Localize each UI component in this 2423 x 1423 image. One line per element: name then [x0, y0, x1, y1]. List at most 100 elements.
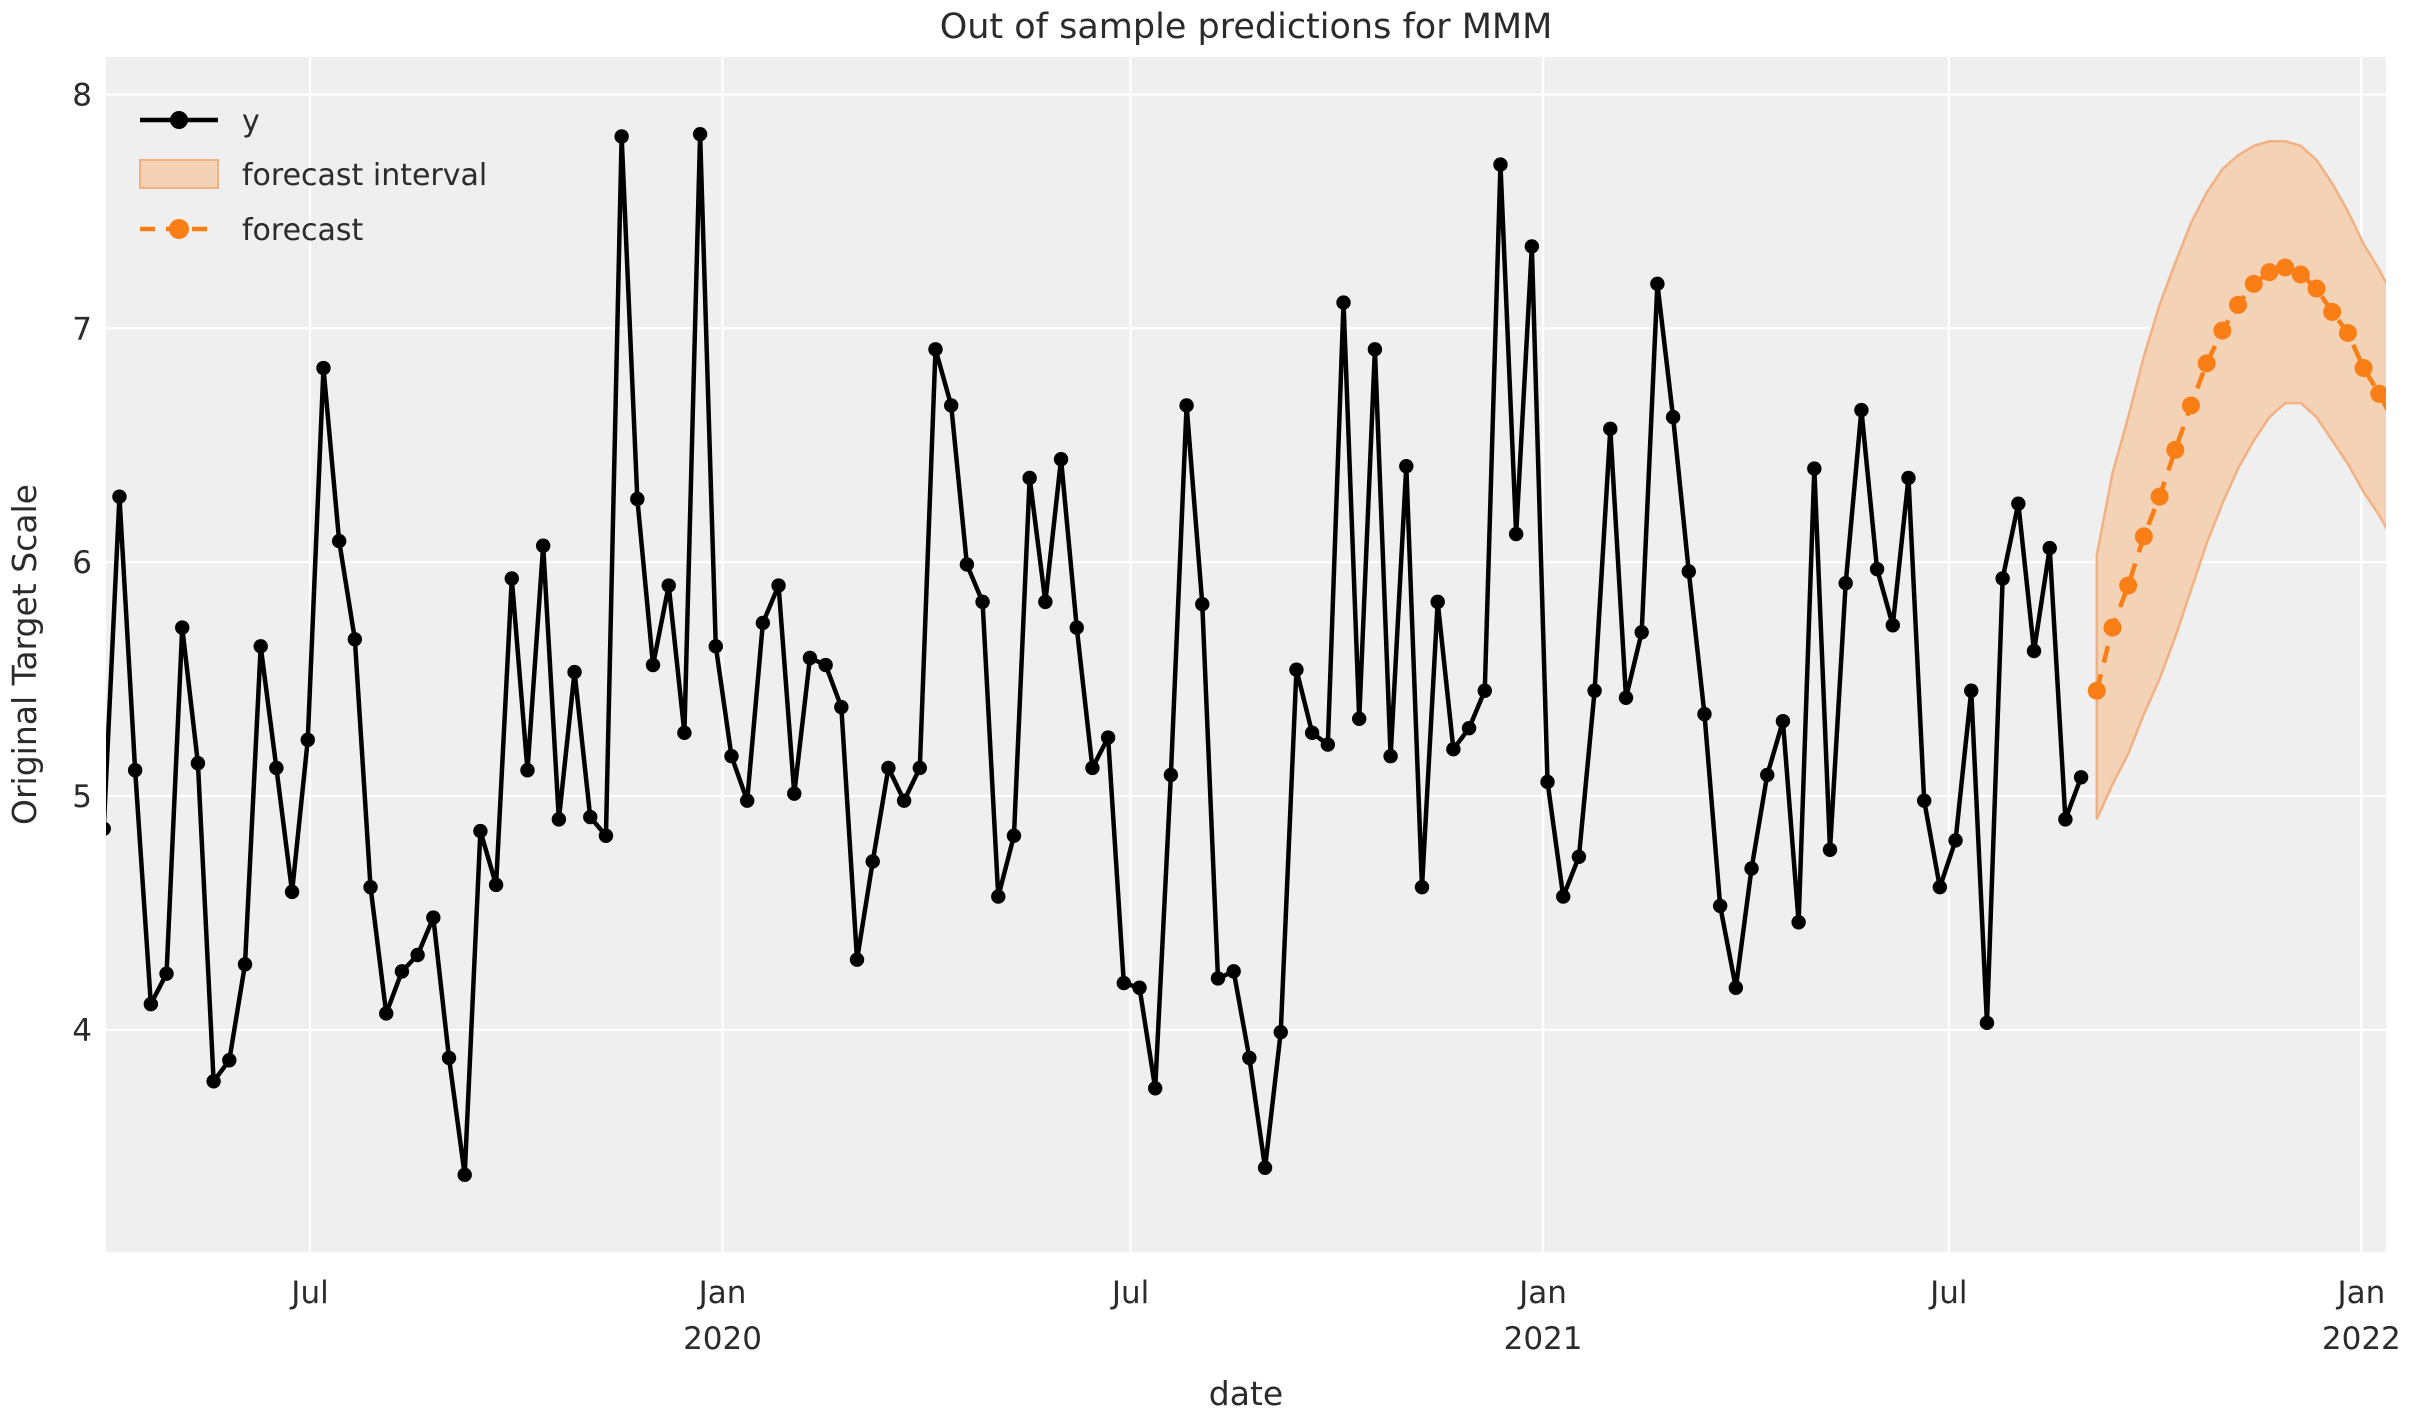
- legend-forecast-marker-sample: [169, 219, 189, 239]
- y-data-point: [692, 126, 708, 142]
- y-series-markers: [106, 126, 2089, 1183]
- y-data-point: [818, 657, 833, 673]
- y-data-point: [1775, 713, 1791, 729]
- y-data-point: [1336, 295, 1351, 310]
- y-data-point: [1587, 683, 1602, 698]
- y-data-point: [1320, 737, 1336, 752]
- y-data-point: [2042, 540, 2057, 556]
- y-data-point: [1053, 452, 1069, 467]
- y-data-point: [253, 639, 268, 654]
- x-tick-label: Jul: [1928, 1275, 1967, 1311]
- y-tick-label: 8: [72, 77, 92, 113]
- y-data-point: [1571, 849, 1587, 864]
- x-axis-label: date: [1209, 1374, 1283, 1413]
- y-data-point: [991, 889, 1006, 904]
- y-data-point: [1697, 706, 1712, 722]
- y-data-point: [1650, 276, 1665, 292]
- y-data-point: [1916, 793, 1932, 808]
- y-data-point: [1304, 725, 1320, 741]
- y-tick-label: 6: [72, 545, 92, 581]
- y-data-point: [551, 812, 567, 827]
- y-data-point: [1760, 767, 1775, 783]
- y-data-point: [284, 884, 300, 900]
- y-data-point: [1006, 828, 1022, 843]
- y-data-point: [849, 952, 865, 967]
- forecast-data-point: [2276, 258, 2295, 277]
- y-data-point: [1979, 1015, 1995, 1031]
- y-data-point: [1665, 409, 1681, 425]
- y-data-point: [1964, 683, 1979, 698]
- y-data-point: [222, 1053, 237, 1068]
- y-data-point: [473, 823, 488, 839]
- y-data-point: [347, 632, 363, 647]
- y-data-point: [1226, 964, 1241, 979]
- y-data-point: [1901, 470, 1916, 486]
- y-data-point: [2026, 643, 2042, 659]
- y-data-point: [1807, 461, 1822, 476]
- y-data-point: [1383, 749, 1398, 764]
- forecast-data-point: [2291, 265, 2310, 284]
- y-data-point: [943, 398, 959, 413]
- y-data-point: [1132, 980, 1147, 995]
- y-data-point: [206, 1074, 221, 1089]
- y-data-point: [1556, 889, 1571, 904]
- y-data-point: [1195, 597, 1210, 612]
- y-data-point: [1022, 470, 1037, 486]
- y-data-point: [1289, 662, 1304, 677]
- legend-y-marker-sample: [170, 111, 188, 129]
- y-data-point: [2073, 770, 2089, 785]
- y-data-point: [1257, 1160, 1273, 1176]
- y-data-point: [441, 1050, 457, 1066]
- x-tick-label: Jan: [1517, 1275, 1567, 1311]
- plot-area: [106, 57, 2386, 1252]
- y-data-point: [1477, 683, 1492, 698]
- legend-label-y: y: [242, 104, 260, 139]
- forecast-data-point: [2150, 487, 2169, 506]
- y-axis-label: Original Target Scale: [5, 484, 44, 825]
- y-data-point: [583, 809, 598, 825]
- y-data-point: [928, 342, 943, 357]
- y-tick-label: 7: [72, 311, 92, 347]
- y-data-point: [1242, 1050, 1257, 1066]
- x-tick-label: Jul: [1110, 1275, 1149, 1311]
- y-data-point: [959, 557, 975, 572]
- y-data-point: [1869, 561, 1885, 577]
- forecast-data-point: [2087, 681, 2106, 700]
- y-data-point: [1210, 971, 1226, 986]
- x-tick-label: Jul: [289, 1275, 328, 1311]
- y-data-point: [316, 360, 331, 376]
- y-data-point: [1948, 833, 1963, 848]
- y-data-point: [127, 763, 143, 778]
- y-data-point: [661, 578, 676, 593]
- series-layer: [106, 126, 2386, 1183]
- forecast-data-point: [2166, 440, 2185, 459]
- forecast-data-point: [2119, 576, 2138, 595]
- y-data-point: [1838, 575, 1853, 591]
- y-data-point: [535, 538, 551, 553]
- y-data-point: [567, 664, 582, 680]
- x-tick-year-label: 2022: [2322, 1321, 2401, 1357]
- forecast-data-point: [2244, 274, 2263, 293]
- forecast-data-point: [2197, 354, 2216, 373]
- legend-forecast-interval-patch: [139, 159, 219, 189]
- y-data-point: [630, 491, 645, 507]
- y-data-point: [1995, 571, 2010, 586]
- y-data-point: [106, 821, 111, 836]
- y-tick-labels: 8 7 6 5 4: [72, 77, 92, 1048]
- y-data-point: [1603, 421, 1618, 437]
- y-data-point: [1618, 690, 1634, 705]
- forecast-data-point: [2213, 321, 2232, 340]
- y-data-point: [677, 725, 692, 741]
- y-data-point: [363, 879, 378, 895]
- forecast-data-point: [2229, 295, 2248, 314]
- forecast-data-point: [2134, 527, 2153, 546]
- x-tick-label: Jan: [2335, 1275, 2385, 1311]
- y-tick-label: 5: [72, 779, 92, 815]
- y-data-point: [379, 1006, 394, 1021]
- y-data-point: [1822, 842, 1838, 857]
- legend: y forecast interval forecast: [139, 104, 487, 248]
- y-data-point: [410, 947, 425, 963]
- y-data-point: [896, 793, 912, 808]
- y-data-point: [1414, 879, 1430, 895]
